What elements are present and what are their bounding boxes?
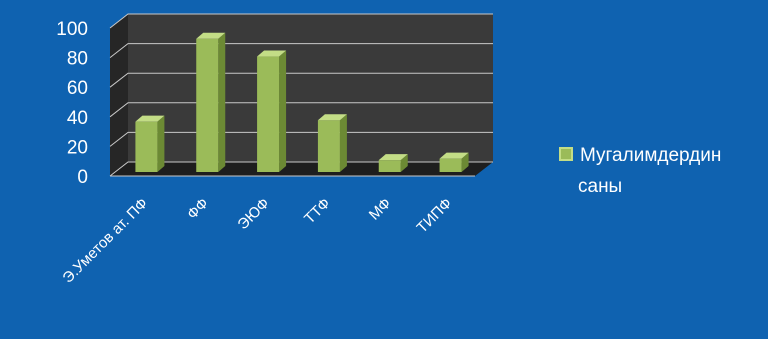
bar-top-3 — [317, 114, 347, 121]
y-tick-label-1: 20 — [67, 137, 88, 158]
x-axis: Э.Уметов ат. ПФ ФФ ЭЮФ ТТФ МФ ТИПФ — [59, 195, 455, 287]
bar-front-5 — [439, 158, 462, 172]
y-tick-label-5: 100 — [56, 19, 88, 40]
y-tick-label-0: 0 — [77, 167, 88, 188]
bar-top-2 — [257, 50, 287, 57]
x-tick-label-3: ТТФ — [301, 195, 334, 228]
bar-front-0 — [135, 121, 158, 172]
bar-series — [135, 32, 469, 173]
x-tick-label-1: ФФ — [184, 195, 212, 223]
bar-front-1 — [196, 38, 219, 172]
bar-2 — [257, 50, 287, 173]
y-tick-label-4: 80 — [67, 49, 88, 70]
bar-top-5 — [439, 152, 469, 159]
bar-5 — [439, 152, 469, 172]
gridline-1 — [109, 131, 493, 147]
side-wall — [110, 14, 128, 176]
bar-side-1 — [218, 32, 226, 172]
floor — [110, 162, 493, 176]
bar-side-5 — [461, 152, 469, 172]
y-tick-label-3: 60 — [67, 78, 88, 99]
bar-side-4 — [400, 154, 408, 172]
bar-side-0 — [157, 115, 165, 172]
bar-top-0 — [135, 115, 165, 122]
back-wall — [128, 14, 493, 162]
x-tick-label-2: ЭЮФ — [234, 195, 272, 233]
legend-swatch — [559, 147, 573, 161]
bar-side-3 — [339, 114, 347, 172]
gridline-4 — [109, 43, 493, 58]
bar-front-2 — [257, 56, 280, 173]
x-tick-label-0: Э.Уметов ат. ПФ — [59, 195, 151, 287]
bar-top-4 — [378, 154, 408, 161]
gridlines — [109, 13, 493, 177]
bar-front-3 — [317, 120, 340, 172]
gridline-0 — [109, 161, 493, 177]
plot-walls — [110, 14, 493, 176]
x-tick-label-4: МФ — [366, 195, 395, 224]
legend: Мугалимдердин саны — [559, 145, 721, 197]
x-tick-label-5: ТИПФ — [414, 195, 456, 237]
gridline-2 — [109, 102, 493, 118]
bar-4 — [378, 154, 408, 172]
legend-label-line-1: Мугалимдердин — [580, 145, 721, 166]
gridline-5 — [109, 13, 493, 29]
bar-1 — [196, 32, 226, 172]
legend-label-line-2: саны — [578, 176, 622, 197]
bar-front-4 — [378, 160, 401, 172]
bar-top-1 — [196, 32, 226, 39]
bar-3 — [317, 114, 347, 172]
bar-0 — [135, 115, 165, 172]
bar-side-2 — [279, 50, 287, 173]
y-tick-label-2: 40 — [67, 108, 88, 129]
gridline-3 — [109, 72, 493, 88]
y-axis: 0 20 40 60 80 100 — [56, 19, 88, 188]
